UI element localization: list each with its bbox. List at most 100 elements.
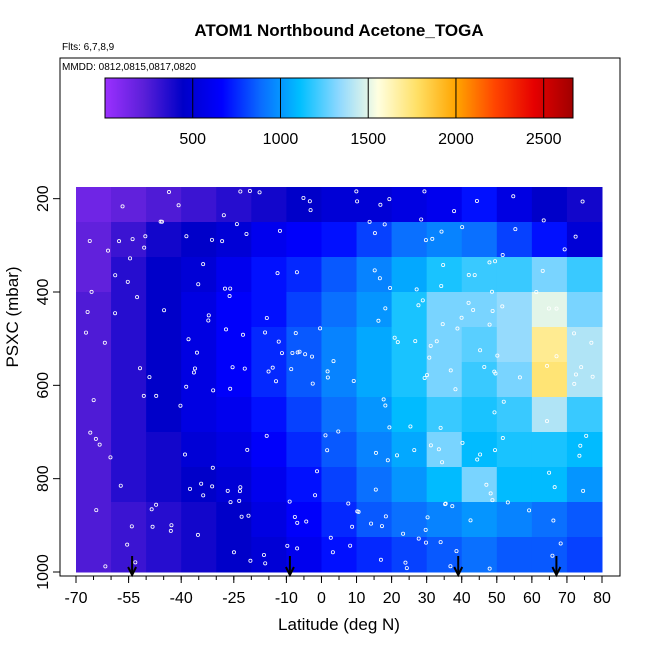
sample-point xyxy=(239,514,244,519)
sample-point xyxy=(231,550,236,555)
heatmap-cell xyxy=(251,257,287,293)
sample-point xyxy=(573,372,578,377)
sample-point xyxy=(372,268,377,273)
heatmap-cell xyxy=(531,362,568,398)
y-tick-1000: 1000 xyxy=(35,554,60,590)
sample-point xyxy=(482,364,487,369)
sample-point xyxy=(544,419,549,424)
x-tick-label: -55 xyxy=(117,590,140,607)
sample-point xyxy=(84,330,89,335)
heatmap-cell xyxy=(566,537,603,573)
heatmap-cell xyxy=(356,187,393,223)
sample-point xyxy=(460,440,465,445)
sample-point xyxy=(392,335,397,340)
heatmap-cell xyxy=(216,432,252,468)
heatmap-cell xyxy=(356,467,393,503)
sample-point xyxy=(493,371,498,376)
x-tick-label: 70 xyxy=(558,590,576,607)
heatmap-cell xyxy=(426,257,463,293)
heatmap-cell xyxy=(146,432,182,468)
heatmap-cell xyxy=(496,537,533,573)
heatmap-cell xyxy=(566,362,603,398)
sample-point xyxy=(488,491,493,496)
heatmap-cell xyxy=(76,187,112,223)
heatmap-cells xyxy=(76,187,603,573)
y-tick-400: 400 xyxy=(35,279,60,305)
sample-point xyxy=(196,282,201,287)
sample-point xyxy=(577,453,582,458)
sample-point xyxy=(310,354,315,359)
heatmap-cell xyxy=(181,502,217,538)
heatmap-cell xyxy=(566,467,603,503)
sample-point xyxy=(492,448,497,453)
heatmap-cell xyxy=(146,362,182,398)
heatmap-cell xyxy=(321,222,358,258)
sample-point xyxy=(94,508,99,513)
sample-point xyxy=(478,452,483,457)
x-tick--55: -55 xyxy=(117,576,140,607)
sample-point xyxy=(97,442,102,447)
heatmap-cell xyxy=(76,362,112,398)
heatmap-cell xyxy=(391,362,428,398)
heatmap-cell xyxy=(426,502,463,538)
sample-point xyxy=(412,448,417,453)
heatmap-cell xyxy=(251,362,287,398)
sample-point xyxy=(441,262,446,267)
heatmap-cell xyxy=(496,502,533,538)
heatmap-cell xyxy=(321,432,358,468)
sample-point xyxy=(416,303,421,308)
sample-point xyxy=(210,484,215,489)
heatmap-cell xyxy=(181,362,217,398)
sample-point xyxy=(143,234,148,239)
heatmap-cell xyxy=(391,187,428,223)
sample-point xyxy=(438,425,443,430)
sample-point xyxy=(150,524,155,529)
heatmap-cell xyxy=(286,222,322,258)
heatmap-cell xyxy=(531,187,568,223)
sample-point xyxy=(387,425,392,430)
sample-point xyxy=(113,311,118,316)
sample-point xyxy=(381,397,386,402)
x-tick-80: 80 xyxy=(593,576,611,607)
sample-point xyxy=(194,350,199,355)
sample-point xyxy=(500,436,505,441)
x-tick--70: -70 xyxy=(64,576,88,607)
sample-point xyxy=(489,289,494,294)
x-tick-label: 10 xyxy=(348,590,366,607)
heatmap-cell xyxy=(426,397,463,433)
x-axis: -70 -55 -40 -25 -10 0 10 20 30 40 50 60 70 80 xyxy=(64,576,611,607)
sample-point xyxy=(266,369,271,374)
heatmap-cell xyxy=(426,467,463,503)
sample-point xyxy=(293,331,298,336)
sample-point xyxy=(348,543,353,548)
x-tick-60: 60 xyxy=(523,576,541,607)
heatmap-cell xyxy=(391,222,428,258)
sample-point xyxy=(225,488,230,493)
sample-point xyxy=(356,509,361,514)
sample-point xyxy=(427,355,432,360)
sample-point xyxy=(545,363,550,368)
heatmap-cell xyxy=(76,432,112,468)
sample-point xyxy=(379,524,384,529)
sample-point xyxy=(430,236,435,241)
sample-point xyxy=(572,381,577,386)
sample-point xyxy=(230,365,235,370)
sample-point xyxy=(416,536,421,541)
heatmap-cell xyxy=(426,187,463,223)
heatmap-cell xyxy=(426,362,463,398)
sample-point xyxy=(454,549,459,554)
sample-point xyxy=(383,403,388,408)
sample-point xyxy=(201,493,206,498)
heatmap-cell xyxy=(286,187,322,223)
flight-arrows xyxy=(127,556,562,578)
heatmap-cell xyxy=(426,537,463,573)
sample-point xyxy=(369,521,374,526)
colorbar-tick-label: 1500 xyxy=(350,131,386,148)
sample-point xyxy=(318,326,323,331)
sample-point xyxy=(106,248,111,253)
x-tick-label: 30 xyxy=(418,590,436,607)
x-tick-30: 30 xyxy=(418,576,436,607)
heatmap-cell xyxy=(426,292,463,328)
sample-point xyxy=(184,384,189,389)
